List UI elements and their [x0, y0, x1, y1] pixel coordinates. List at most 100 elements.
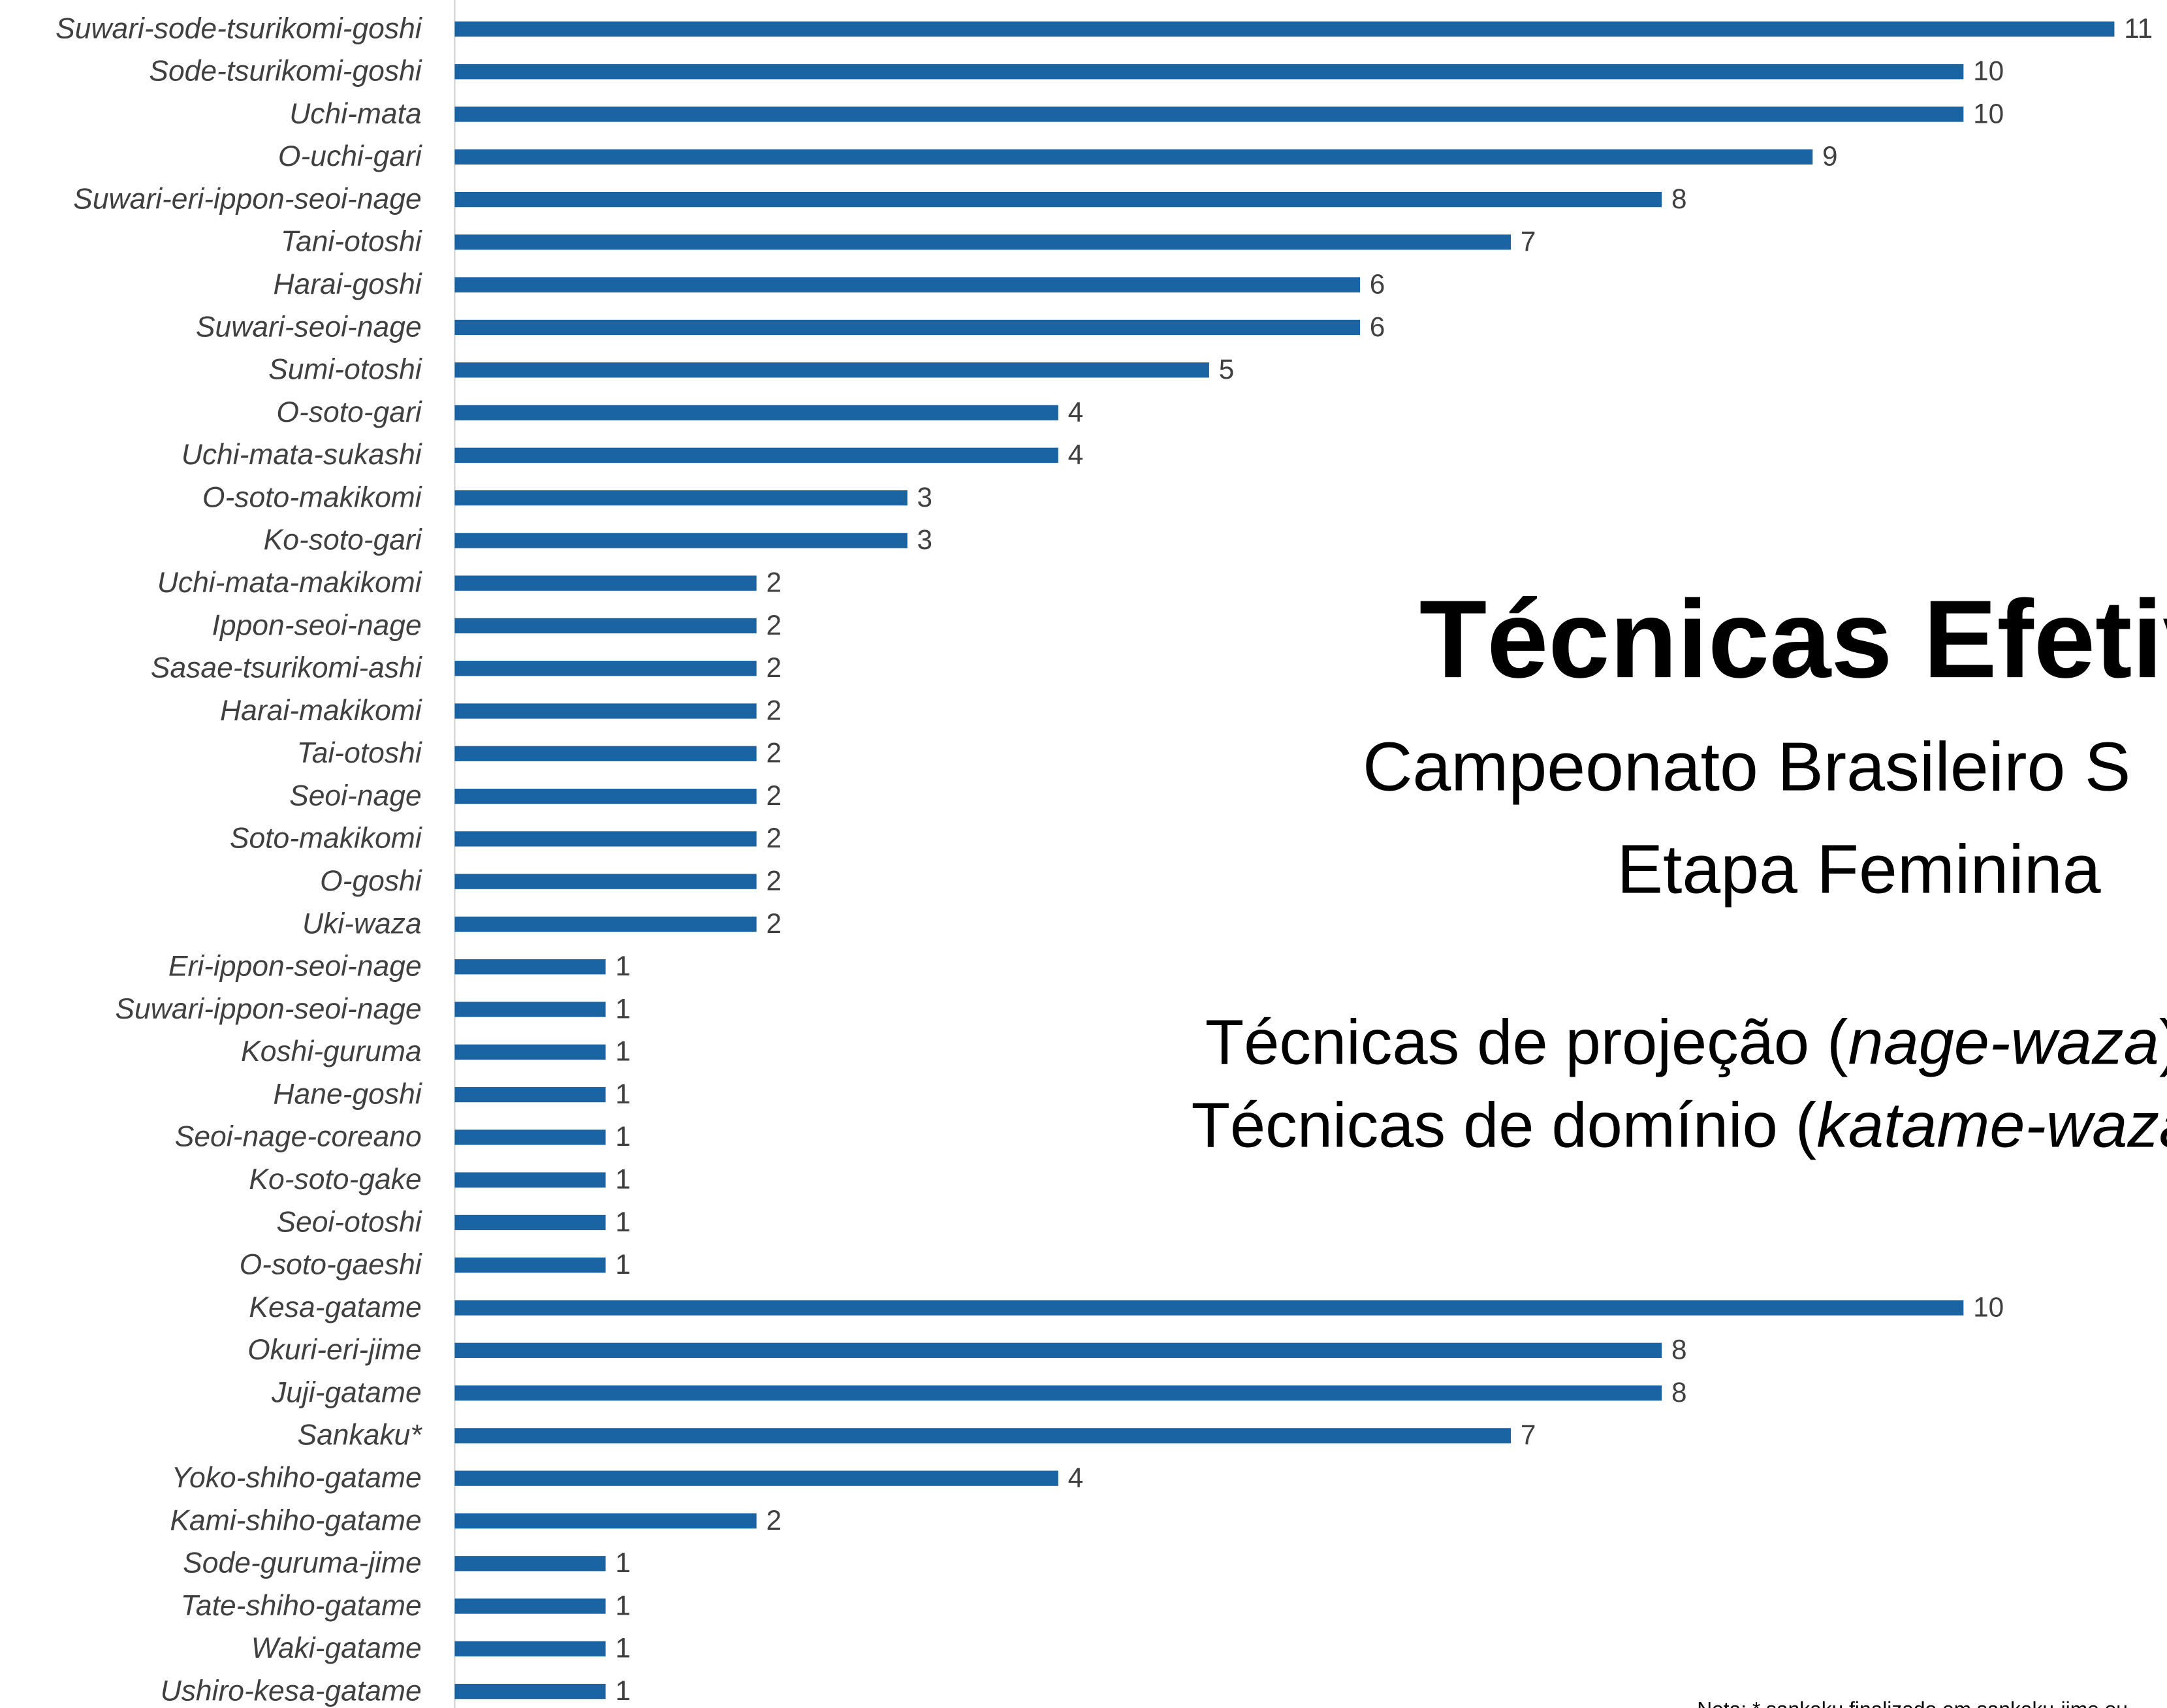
bar — [454, 788, 757, 804]
bar — [454, 746, 757, 761]
category-label: Kesa-gatame — [249, 1291, 421, 1323]
category-label: Suwari-eri-ippon-seoi-nage — [73, 183, 422, 215]
annotation-text: Técnicas de domínio ( — [1192, 1090, 1817, 1161]
category-label: Ko-soto-gake — [249, 1163, 421, 1195]
bar — [454, 1300, 1964, 1316]
value-label: 2 — [766, 1505, 782, 1536]
category-label: Hane-goshi — [273, 1078, 422, 1110]
category-label: Uchi-mata-makikomi — [157, 567, 422, 599]
chart-title: Técnicas Efetiv — [1419, 577, 2167, 701]
category-label: Suwari-ippon-seoi-nage — [115, 993, 421, 1025]
annotation-italic: nage-waza — [1848, 1007, 2159, 1078]
category-label: Yoko-shiho-gatame — [172, 1462, 422, 1494]
bar — [454, 1342, 1662, 1358]
category-label: Harai-makikomi — [220, 695, 422, 727]
category-label: Okuri-eri-jime — [247, 1334, 422, 1366]
bar — [454, 21, 2115, 37]
category-label: Suwari-seoi-nage — [196, 311, 422, 343]
value-label: 6 — [1370, 311, 1385, 342]
bar — [454, 916, 757, 932]
bar — [454, 1214, 606, 1231]
value-label: 1 — [615, 1121, 631, 1152]
value-label: 4 — [1068, 1462, 1084, 1493]
bar — [454, 1598, 606, 1614]
category-label: Eri-ippon-seoi-nage — [168, 951, 422, 983]
bar — [454, 447, 1058, 463]
value-label: 8 — [1671, 1335, 1687, 1365]
value-label: 1 — [615, 1547, 631, 1578]
category-label: Tani-otoshi — [281, 226, 422, 258]
category-label: Sasae-tsurikomi-ashi — [151, 652, 422, 684]
value-label: 9 — [1822, 141, 1838, 172]
bar — [454, 106, 1964, 122]
annotation: Técnicas de projeção (nage-waza) — [1205, 1007, 2167, 1078]
value-label: 2 — [766, 695, 782, 725]
category-label: Seoi-otoshi — [276, 1206, 422, 1238]
category-label: O-soto-gari — [276, 396, 422, 428]
category-label: O-soto-gaeshi — [240, 1249, 422, 1281]
category-label: O-uchi-gari — [278, 140, 422, 172]
value-label: 10 — [1973, 98, 2004, 129]
bar — [454, 533, 908, 548]
category-label: O-goshi — [320, 865, 422, 897]
category-label: Ippon-seoi-nage — [212, 609, 422, 641]
value-label: 6 — [1370, 268, 1385, 299]
value-label: 2 — [766, 610, 782, 640]
note: Nota: * sankaku finalizado em sankaku-ji… — [1697, 1698, 2128, 1708]
value-label: 1 — [615, 1163, 631, 1194]
category-label: Sode-guruma-jime — [183, 1547, 422, 1579]
bar — [454, 959, 606, 975]
subtitle: Campeonato Brasileiro S — [1363, 729, 2130, 806]
value-label: 2 — [766, 567, 782, 597]
category-label: Uchi-mata-sukashi — [182, 439, 422, 471]
value-label: 2 — [766, 865, 782, 896]
value-label: 2 — [766, 823, 782, 853]
value-label: 1 — [615, 1675, 631, 1706]
bar — [454, 64, 1964, 80]
bar — [454, 1470, 1058, 1486]
value-label: 4 — [1068, 439, 1084, 470]
bar — [454, 618, 757, 634]
category-label: Sode-tsurikomi-goshi — [149, 55, 422, 87]
annotation-italic: katame-waza — [1816, 1090, 2167, 1161]
category-label: O-soto-makikomi — [202, 481, 422, 513]
bar — [454, 1385, 1662, 1401]
bar — [454, 191, 1662, 208]
category-label: Juji-gatame — [271, 1376, 422, 1408]
value-label: 8 — [1671, 183, 1687, 214]
bar — [454, 362, 1209, 378]
value-label: 1 — [615, 1207, 631, 1237]
bar — [454, 1086, 606, 1103]
value-label: 5 — [1219, 354, 1235, 385]
value-label: 7 — [1521, 1419, 1536, 1450]
bar — [454, 703, 757, 719]
bar — [454, 831, 757, 847]
bar — [454, 1002, 606, 1017]
value-label: 4 — [1068, 396, 1084, 427]
category-label: Sumi-otoshi — [268, 354, 422, 386]
category-label: Waki-gatame — [251, 1632, 422, 1664]
value-label: 7 — [1521, 226, 1536, 257]
subtitle: Etapa Feminina — [1617, 830, 2100, 908]
bar — [454, 319, 1360, 336]
category-label: Ko-soto-gari — [264, 524, 422, 556]
bar — [454, 277, 1360, 293]
category-label: Uchi-mata — [289, 98, 421, 130]
value-label: 2 — [766, 908, 782, 939]
category-label: Seoi-nage-coreano — [175, 1121, 422, 1153]
value-label: 2 — [766, 652, 782, 683]
value-label: 3 — [917, 482, 933, 513]
annotation: Técnicas de domínio (katame-waza — [1192, 1090, 2167, 1161]
bar — [454, 1044, 606, 1060]
category-label: Soto-makikomi — [230, 823, 422, 855]
bar — [454, 661, 757, 676]
category-label: Uki-waza — [302, 908, 422, 940]
bar — [454, 1513, 757, 1529]
bar — [454, 1428, 1511, 1444]
bar — [454, 575, 757, 591]
bar — [454, 405, 1058, 420]
bar — [454, 490, 908, 506]
bar — [454, 149, 1813, 165]
value-label: 1 — [615, 1590, 631, 1621]
